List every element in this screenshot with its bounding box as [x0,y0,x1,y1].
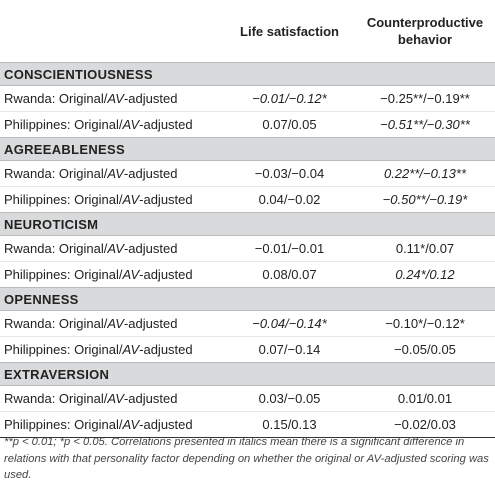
section-row: OPENNESS [0,287,495,311]
row-label-suffix: -adjusted [139,417,193,432]
row-label-prefix: Rwanda: Original/ [4,316,108,331]
row-label: Philippines: Original/AV-adjusted [0,337,224,363]
row-label-prefix: Philippines: Original/ [4,117,123,132]
life-satisfaction-value: 0.15/0.13 [224,411,355,438]
life-satisfaction-value: 0.03/−0.05 [224,385,355,412]
section-title: EXTRAVERSION [0,362,495,386]
section-title: OPENNESS [0,287,495,311]
row-label: Rwanda: Original/AV-adjusted [0,160,224,187]
correlation-table-container: Life satisfaction Counterproductive beha… [0,0,495,438]
row-label-av: AV [107,316,124,331]
table-row: Rwanda: Original/AV-adjusted −0.04/−0.14*… [0,310,495,337]
row-label-suffix: -adjusted [139,267,193,282]
row-label-suffix: -adjusted [139,117,193,132]
counterproductive-behavior-value: −0.05/0.05 [394,342,456,357]
section-title: CONSCIENTIOUSNESS [0,62,495,86]
life-satisfaction-value: −0.04/−0.14* [224,310,355,337]
counterproductive-behavior-value: 0.01/0.01 [355,385,495,412]
table-row: Philippines: Original/AV-adjusted 0.15/0.… [0,411,495,438]
life-satisfaction-value: 0.07/0.05 [262,117,317,132]
life-satisfaction-value: −0.03/−0.04 [224,160,355,187]
row-label-prefix: Philippines: Original/ [4,192,123,207]
counterproductive-behavior-value: −0.25**/−0.19** [355,85,495,112]
row-label-suffix: -adjusted [139,192,193,207]
table-body: CONSCIENTIOUSNESS Rwanda: Original/AV-adj… [0,62,495,438]
row-label-av: AV [122,192,140,207]
row-label-suffix: -adjusted [139,342,193,357]
counterproductive-behavior-value: 0.11*/0.07 [355,235,495,262]
row-label-av: AV [107,391,124,406]
counterproductive-behavior-value: 0.22**/−0.13** [355,160,495,187]
life-satisfaction-value: 0.07/−0.14 [258,342,321,357]
row-label: Philippines: Original/AV-adjusted [0,262,224,288]
row-label: Rwanda: Original/AV-adjusted [0,310,224,337]
row-label-suffix: -adjusted [123,91,178,106]
section-title: NEUROTICISM [0,212,495,236]
row-label-prefix: Rwanda: Original/ [4,391,108,406]
row-label: Rwanda: Original/AV-adjusted [0,235,224,262]
table-row: Rwanda: Original/AV-adjusted −0.03/−0.04 0… [0,160,495,187]
header-cb-line1: Counterproductive [366,15,484,30]
header-empty-cell [0,0,224,63]
row-label-suffix: -adjusted [123,391,178,406]
row-label: Philippines: Original/AV-adjusted [0,187,224,213]
section-row: EXTRAVERSION [0,362,495,386]
row-label-av: AV [107,91,124,106]
counterproductive-behavior-value: −0.10*/−0.12* [355,310,495,337]
header-cb-line2: behavior [397,32,453,47]
life-satisfaction-value: −0.01/−0.12* [224,85,355,112]
header-counterproductive-behavior: Counterproductive behavior [355,0,495,63]
row-label-av: AV [107,241,124,256]
section-title: AGREEABLENESS [0,137,495,161]
row-label-prefix: Philippines: Original/ [4,417,123,432]
correlation-table: Life satisfaction Counterproductive beha… [0,0,495,438]
life-satisfaction-value: −0.01/−0.01 [224,235,355,262]
row-label-av: AV [122,117,140,132]
counterproductive-behavior-value: 0.24*/0.12 [395,267,455,282]
counterproductive-behavior-value: −0.50**/−0.19* [382,192,468,207]
table-row: Philippines: Original/AV-adjusted 0.08/0.… [0,262,495,288]
table-row: Rwanda: Original/AV-adjusted −0.01/−0.01 0… [0,235,495,262]
life-satisfaction-value: 0.08/0.07 [262,267,317,282]
table-row: Philippines: Original/AV-adjusted 0.07/0.… [0,112,495,138]
section-row: AGREEABLENESS [0,137,495,161]
row-label-prefix: Philippines: Original/ [4,267,123,282]
table-row: Rwanda: Original/AV-adjusted −0.01/−0.12*… [0,85,495,112]
row-label: Philippines: Original/AV-adjusted [0,411,224,438]
table-footnote: **p < 0.01; *p < 0.05. Correlations pres… [4,436,489,481]
row-label-prefix: Rwanda: Original/ [4,241,108,256]
row-label-av: AV [122,267,140,282]
row-label: Rwanda: Original/AV-adjusted [0,85,224,112]
row-label-av: AV [122,342,140,357]
row-label-prefix: Rwanda: Original/ [4,166,108,181]
counterproductive-behavior-value: −0.02/0.03 [355,411,495,438]
table-row: Philippines: Original/AV-adjusted 0.04/−0… [0,187,495,213]
row-label-prefix: Rwanda: Original/ [4,91,108,106]
row-label-av: AV [122,417,140,432]
row-label: Rwanda: Original/AV-adjusted [0,385,224,412]
section-row: NEUROTICISM [0,212,495,236]
table-row: Philippines: Original/AV-adjusted 0.07/−0… [0,337,495,363]
header-row: Life satisfaction Counterproductive beha… [0,0,495,63]
row-label-suffix: -adjusted [123,241,178,256]
table-row: Rwanda: Original/AV-adjusted 0.03/−0.05 0.… [0,385,495,412]
life-satisfaction-value: 0.04/−0.02 [258,192,321,207]
row-label-suffix: -adjusted [123,166,178,181]
counterproductive-behavior-value: −0.51**/−0.30** [380,117,470,132]
row-label-suffix: -adjusted [123,316,178,331]
section-row: CONSCIENTIOUSNESS [0,62,495,86]
row-label-prefix: Philippines: Original/ [4,342,123,357]
row-label: Philippines: Original/AV-adjusted [0,112,224,138]
header-life-satisfaction: Life satisfaction [240,23,339,39]
row-label-av: AV [107,166,124,181]
